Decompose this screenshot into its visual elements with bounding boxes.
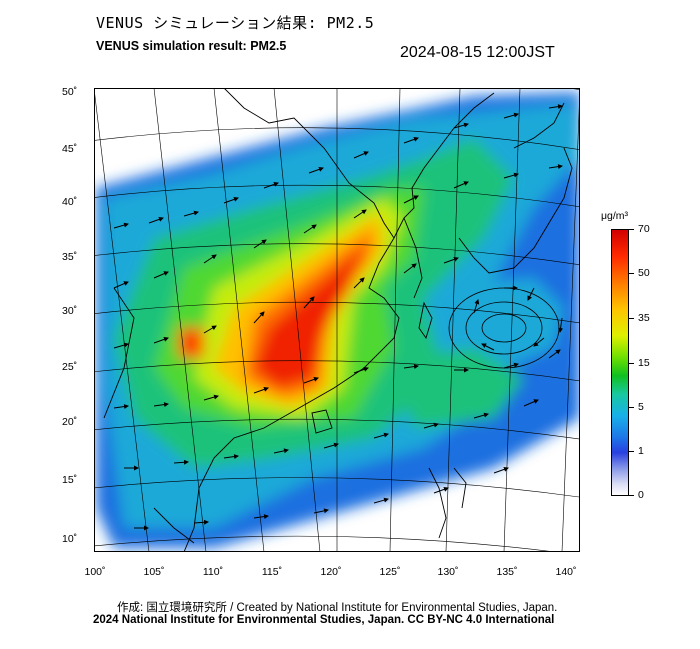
colorbar-tick: [629, 273, 634, 274]
wind-vectors: [113, 104, 564, 531]
lon-label-110: 110˚: [202, 566, 224, 578]
colorbar-label-5: 5: [638, 401, 644, 413]
colorbar-unit: μg/m³: [601, 210, 629, 222]
title-japanese: VENUS シミュレーション結果: PM2.5: [96, 14, 375, 32]
lat-label-30: 30˚: [62, 305, 78, 317]
colorbar-label-50: 50: [638, 267, 650, 279]
colorbar-label-15: 15: [638, 357, 650, 369]
colorbar-label-1: 1: [638, 445, 644, 457]
colorbar-tick: [629, 318, 634, 319]
lon-label-135: 135˚: [496, 566, 518, 578]
colorbar-tick: [629, 407, 634, 408]
lat-label-15: 15˚: [62, 474, 78, 486]
pm25-field: [96, 92, 580, 548]
pm25-map: [94, 88, 580, 552]
colorbar-label-0: 0: [638, 489, 644, 501]
coastlines: [103, 88, 573, 552]
lat-label-20: 20˚: [62, 416, 78, 428]
title-english: VENUS simulation result: PM2.5: [96, 39, 287, 53]
credit-line-2: 2024 National Institute for Environmenta…: [93, 614, 555, 626]
colorbar-tick: [629, 229, 634, 230]
credit-line-1: 作成: 国立環境研究所 / Created by National Instit…: [117, 602, 558, 614]
typhoon-swirl: [448, 287, 560, 369]
lon-label-125: 125˚: [379, 566, 401, 578]
graticule: [94, 88, 580, 552]
lon-label-100: 100˚: [84, 566, 106, 578]
colorbar-tick: [629, 451, 634, 452]
lon-label-120: 120˚: [320, 566, 342, 578]
lat-label-45: 45˚: [62, 143, 78, 155]
lat-label-25: 25˚: [62, 361, 78, 373]
colorbar-label-35: 35: [638, 312, 650, 324]
colorbar-label-70: 70: [638, 223, 650, 235]
map-canvas: [94, 88, 580, 552]
lon-label-115: 115˚: [261, 566, 283, 578]
lon-label-140: 140˚: [555, 566, 577, 578]
lat-label-35: 35˚: [62, 251, 78, 263]
lon-label-130: 130˚: [437, 566, 459, 578]
lat-label-40: 40˚: [62, 196, 78, 208]
colorbar-tick: [629, 363, 634, 364]
lon-label-105: 105˚: [143, 566, 165, 578]
lat-label-50: 50˚: [62, 86, 78, 98]
timestamp: 2024-08-15 12:00JST: [400, 44, 555, 61]
map-border: [94, 88, 580, 552]
colorbar: [611, 229, 629, 496]
lat-label-10: 10˚: [62, 533, 78, 545]
colorbar-tick: [629, 495, 634, 496]
